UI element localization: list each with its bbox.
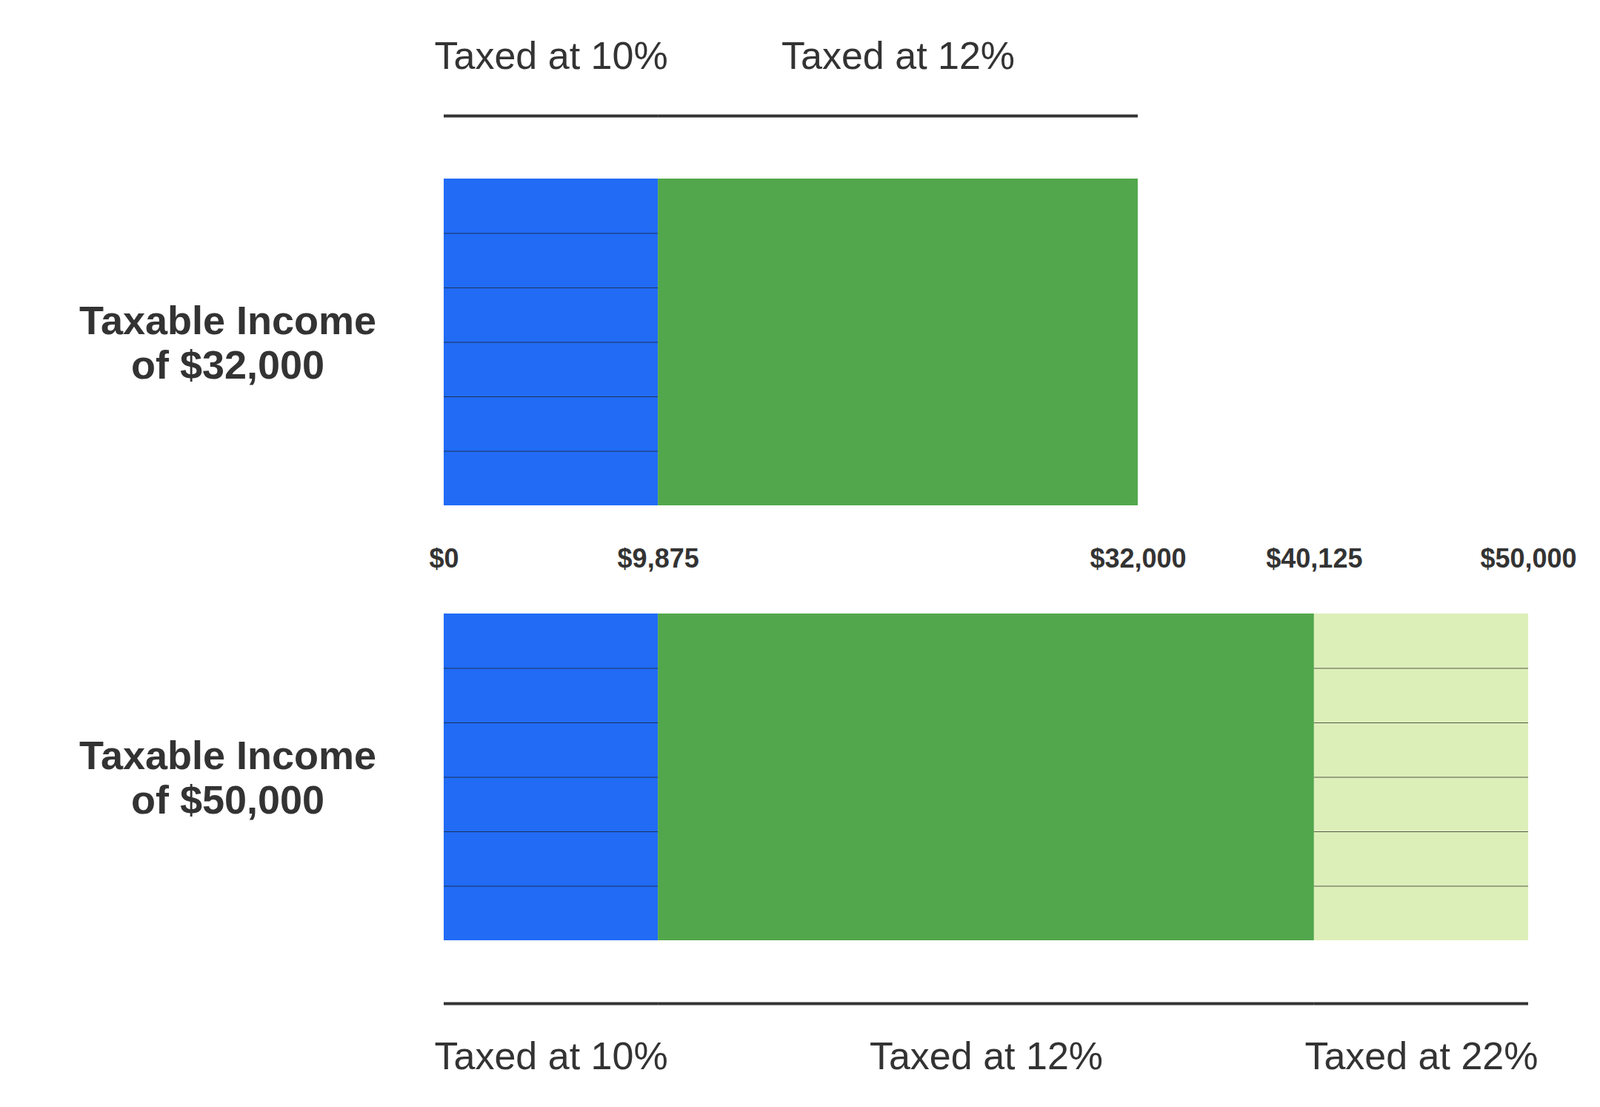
svg-text:Taxed at 22%: Taxed at 22% [1304, 1034, 1538, 1078]
svg-text:$50,000: $50,000 [1480, 542, 1577, 574]
svg-text:Taxed at 10%: Taxed at 10% [434, 34, 669, 78]
svg-text:Taxable Incomeof $32,000: Taxable Incomeof $32,000 [79, 297, 377, 386]
svg-text:Taxed at 12%: Taxed at 12% [869, 1034, 1103, 1078]
svg-text:$0: $0 [428, 542, 459, 574]
svg-text:$9,875: $9,875 [617, 542, 700, 574]
svg-text:$32,000: $32,000 [1089, 542, 1186, 574]
svg-text:Taxed at 12%: Taxed at 12% [781, 34, 1015, 78]
svg-text:$40,125: $40,125 [1265, 542, 1363, 574]
svg-text:Taxable Incomeof $50,000: Taxable Incomeof $50,000 [79, 732, 377, 821]
svg-text:Taxed at 10%: Taxed at 10% [434, 1034, 669, 1078]
